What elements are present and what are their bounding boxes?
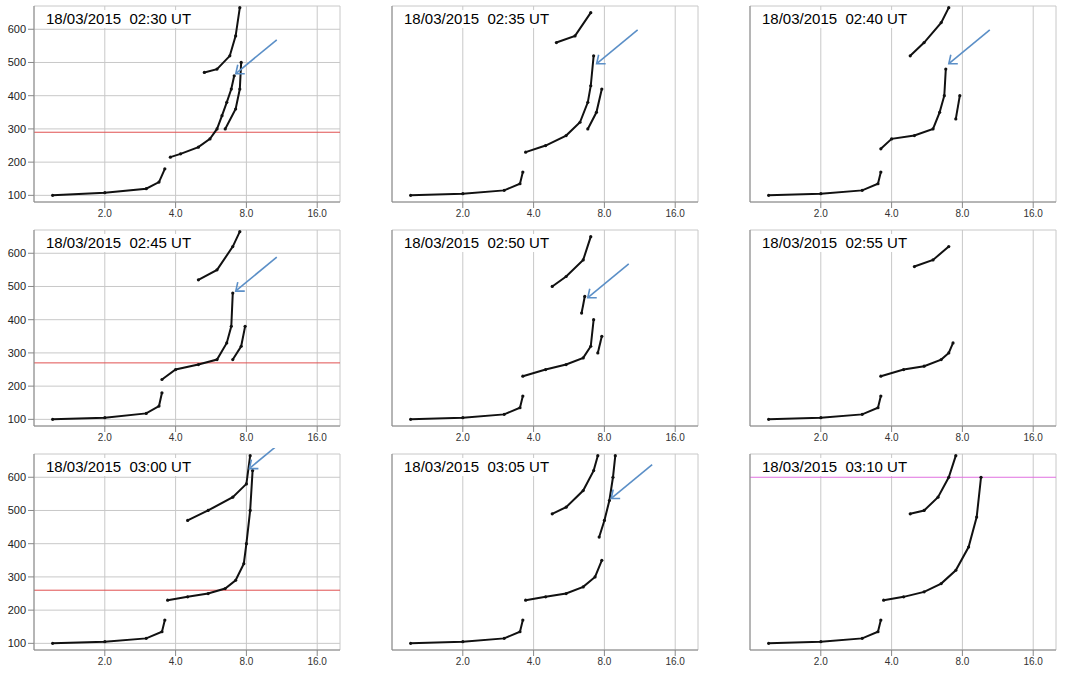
svg-text:2.0: 2.0 bbox=[814, 656, 828, 667]
svg-text:500: 500 bbox=[8, 280, 26, 292]
svg-text:200: 200 bbox=[8, 604, 26, 616]
svg-text:16.0: 16.0 bbox=[665, 432, 685, 443]
svg-text:4.0: 4.0 bbox=[527, 208, 541, 219]
svg-text:600: 600 bbox=[8, 471, 26, 483]
svg-text:2.0: 2.0 bbox=[98, 208, 112, 219]
svg-text:4.0: 4.0 bbox=[885, 656, 899, 667]
svg-text:500: 500 bbox=[8, 504, 26, 516]
svg-text:4.0: 4.0 bbox=[169, 656, 183, 667]
svg-text:4.0: 4.0 bbox=[885, 432, 899, 443]
svg-text:4.0: 4.0 bbox=[527, 656, 541, 667]
svg-text:8.0: 8.0 bbox=[955, 656, 969, 667]
html-text:18/03/2015 02:50 UT: 18/03/2015 02:50 UT bbox=[404, 234, 550, 251]
svg-text:300: 300 bbox=[8, 347, 26, 359]
svg-text:16.0: 16.0 bbox=[307, 432, 327, 443]
svg-text:4.0: 4.0 bbox=[527, 432, 541, 443]
svg-text:400: 400 bbox=[8, 314, 26, 326]
html-text:18/03/2015 03:05 UT: 18/03/2015 03:05 UT bbox=[404, 458, 550, 475]
svg-text:8.0: 8.0 bbox=[597, 656, 611, 667]
svg-text:8.0: 8.0 bbox=[239, 208, 253, 219]
svg-text:200: 200 bbox=[8, 380, 26, 392]
svg-text:16.0: 16.0 bbox=[1023, 208, 1043, 219]
svg-text:2.0: 2.0 bbox=[456, 208, 470, 219]
svg-text:2.0: 2.0 bbox=[814, 432, 828, 443]
svg-text:2.0: 2.0 bbox=[814, 208, 828, 219]
html-text:18/03/2015 02:30 UT: 18/03/2015 02:30 UT bbox=[46, 10, 192, 27]
html-text:18/03/2015 02:55 UT: 18/03/2015 02:55 UT bbox=[762, 234, 908, 251]
svg-text:2.0: 2.0 bbox=[98, 656, 112, 667]
html-text:18/03/2015 03:10 UT: 18/03/2015 03:10 UT bbox=[762, 458, 908, 475]
svg-text:16.0: 16.0 bbox=[307, 656, 327, 667]
svg-text:16.0: 16.0 bbox=[665, 656, 685, 667]
svg-text:4.0: 4.0 bbox=[169, 432, 183, 443]
svg-text:400: 400 bbox=[8, 538, 26, 550]
html-text:18/03/2015 02:40 UT: 18/03/2015 02:40 UT bbox=[762, 10, 908, 27]
svg-text:400: 400 bbox=[8, 90, 26, 102]
svg-text:100: 100 bbox=[8, 637, 26, 649]
svg-text:200: 200 bbox=[8, 156, 26, 168]
svg-text:8.0: 8.0 bbox=[239, 432, 253, 443]
svg-text:16.0: 16.0 bbox=[1023, 656, 1043, 667]
svg-text:600: 600 bbox=[8, 23, 26, 35]
svg-text:4.0: 4.0 bbox=[885, 208, 899, 219]
svg-text:8.0: 8.0 bbox=[597, 208, 611, 219]
svg-text:4.0: 4.0 bbox=[169, 208, 183, 219]
svg-text:8.0: 8.0 bbox=[239, 656, 253, 667]
svg-text:2.0: 2.0 bbox=[456, 656, 470, 667]
html-text:18/03/2015 02:45 UT: 18/03/2015 02:45 UT bbox=[46, 234, 192, 251]
svg-text:2.0: 2.0 bbox=[98, 432, 112, 443]
svg-text:2.0: 2.0 bbox=[456, 432, 470, 443]
svg-text:8.0: 8.0 bbox=[955, 432, 969, 443]
svg-text:16.0: 16.0 bbox=[665, 208, 685, 219]
svg-text:300: 300 bbox=[8, 571, 26, 583]
svg-text:500: 500 bbox=[8, 56, 26, 68]
svg-text:16.0: 16.0 bbox=[307, 208, 327, 219]
html-text:18/03/2015 02:35 UT: 18/03/2015 02:35 UT bbox=[404, 10, 550, 27]
html-text:18/03/2015 03:00 UT: 18/03/2015 03:00 UT bbox=[46, 458, 192, 475]
svg-text:300: 300 bbox=[8, 123, 26, 135]
svg-text:600: 600 bbox=[8, 247, 26, 259]
svg-text:100: 100 bbox=[8, 189, 26, 201]
svg-text:16.0: 16.0 bbox=[1023, 432, 1043, 443]
svg-text:100: 100 bbox=[8, 413, 26, 425]
svg-text:8.0: 8.0 bbox=[597, 432, 611, 443]
svg-text:8.0: 8.0 bbox=[955, 208, 969, 219]
